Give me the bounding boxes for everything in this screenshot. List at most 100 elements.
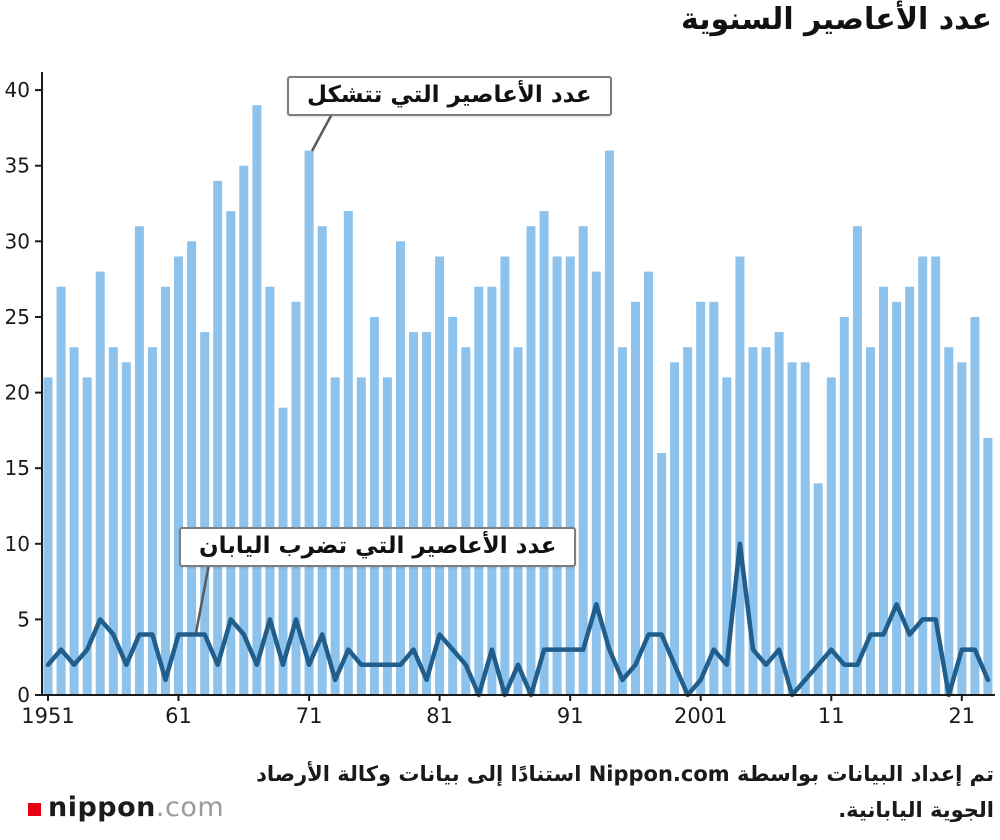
leader-line-hit-japan	[194, 563, 211, 634]
bar-year-1953	[69, 347, 79, 695]
bar-year-1957	[121, 362, 131, 695]
y-tick-label: 20	[5, 381, 30, 405]
bar-year-1978	[396, 241, 405, 696]
logo-tld: .com	[155, 792, 225, 823]
bar-year-1960	[161, 286, 170, 695]
bar-year-1985	[487, 286, 497, 695]
annotation-hit-japan-callout: عدد الأعاصير التي تضرب اليابان	[179, 527, 577, 567]
bar-year-1997	[644, 271, 653, 695]
x-tick-label: 2001	[674, 704, 727, 728]
bar-year-1955	[95, 271, 105, 695]
bar-year-1979	[409, 332, 418, 695]
bar-year-1961	[174, 256, 183, 695]
bar-year-1974	[343, 211, 353, 695]
bar-year-2007	[774, 332, 784, 695]
x-tick-label: 71	[296, 704, 323, 728]
bar-year-1967	[252, 105, 262, 695]
bar-year-2023	[983, 437, 993, 695]
bar-year-1959	[147, 347, 157, 695]
nippon-logo: nippon .com	[28, 792, 224, 823]
bar-year-1963	[200, 332, 210, 695]
bar-year-2011	[826, 377, 836, 695]
bar-year-2017	[905, 286, 915, 695]
bar-year-1988	[526, 226, 536, 695]
bar-year-1980	[422, 332, 432, 695]
bar-year-1968	[265, 286, 275, 695]
bar-year-2018	[918, 256, 928, 695]
bar-year-1989	[539, 211, 549, 695]
bar-year-1954	[82, 377, 92, 695]
bar-year-2010	[813, 483, 823, 695]
bar-year-1994	[604, 150, 614, 696]
bar-year-2005	[748, 347, 758, 695]
bar-year-1956	[108, 347, 118, 695]
logo-red-square-icon	[28, 802, 41, 816]
bar-year-1962	[187, 241, 197, 696]
bar-year-2015	[879, 286, 888, 695]
bar-year-2002	[709, 301, 719, 695]
bar-year-2014	[866, 347, 875, 695]
bar-year-1992	[578, 226, 588, 695]
logo-name: nippon	[48, 792, 156, 823]
bar-year-1958	[134, 226, 144, 695]
bar-year-2008	[787, 362, 797, 695]
y-tick-label: 15	[5, 456, 30, 480]
bar-year-2016	[892, 301, 902, 695]
bar-year-1998	[657, 453, 667, 695]
bar-year-1999	[670, 362, 680, 695]
bar-year-1966	[239, 165, 249, 695]
bar-year-2003	[722, 377, 732, 695]
bar-year-1964	[213, 180, 223, 695]
bar-year-2004	[735, 256, 745, 695]
bar-year-1981	[435, 256, 445, 695]
x-tick-label: 61	[165, 704, 192, 728]
bar-year-2021	[957, 362, 967, 695]
leader-line-formed	[310, 111, 335, 152]
bar-year-1972	[317, 226, 327, 695]
bar-year-2000	[683, 347, 693, 695]
bar-year-1991	[565, 256, 575, 695]
chart-title: عدد الأعاصير السنوية	[681, 2, 992, 37]
hit-japan-line	[45, 541, 991, 698]
y-tick-label: 25	[5, 305, 30, 329]
bar-year-1995	[617, 347, 627, 695]
source-credit: تم إعداد البيانات بواسطة Nippon.com استن…	[256, 756, 994, 828]
x-tick-label: 21	[948, 704, 975, 728]
bar-year-2013	[852, 226, 862, 695]
bar-year-1976	[369, 317, 379, 695]
bar-year-2020	[944, 347, 954, 695]
source-credit-line2: الجوية اليابانية.	[838, 798, 994, 822]
bar-year-2022	[970, 317, 980, 695]
bar-year-1951	[43, 377, 53, 695]
bar-year-1993	[591, 271, 601, 695]
y-tick-label: 0	[17, 683, 30, 707]
y-tick-label: 35	[5, 154, 30, 178]
x-tick-label: 11	[818, 704, 845, 728]
bar-year-1965	[226, 211, 236, 695]
bar-year-2006	[761, 347, 771, 695]
annotation-formed-callout: عدد الأعاصير التي تتشكل	[287, 76, 612, 116]
bar-year-1996	[631, 301, 640, 695]
bar-year-1952	[56, 286, 66, 695]
bar-year-1987	[513, 347, 523, 695]
y-tick-label: 5	[17, 607, 30, 631]
bar-year-1983	[461, 347, 471, 695]
bar-year-2012	[839, 317, 849, 695]
bar-year-1986	[500, 256, 510, 695]
y-tick-label: 10	[5, 532, 30, 556]
y-tick-label: 30	[5, 229, 30, 253]
x-tick-label: 1951	[21, 704, 74, 728]
bar-year-2019	[931, 256, 941, 695]
bar-year-2001	[696, 301, 706, 695]
y-tick-label: 40	[5, 78, 30, 102]
bar-year-1970	[291, 301, 301, 695]
bar-year-1982	[448, 317, 458, 695]
source-credit-line1: تم إعداد البيانات بواسطة Nippon.com استن…	[256, 762, 994, 786]
x-tick-label: 81	[426, 704, 453, 728]
bar-year-1971	[304, 150, 314, 696]
bar-year-1990	[552, 256, 562, 695]
bar-year-2009	[800, 362, 810, 695]
bar-year-1984	[474, 286, 484, 695]
x-tick-label: 91	[557, 704, 584, 728]
